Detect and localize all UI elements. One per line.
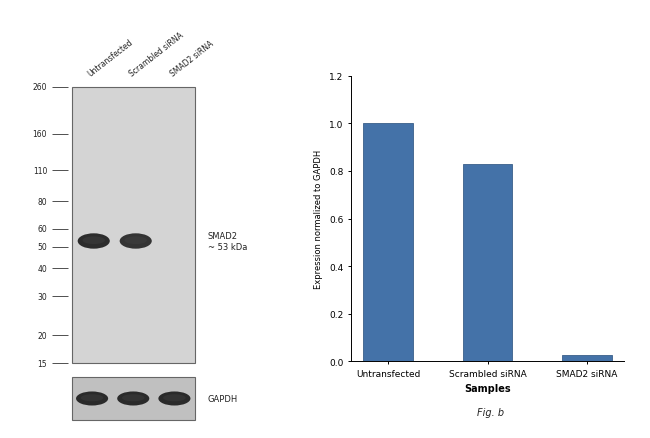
Text: SMAD2 siRNA: SMAD2 siRNA [169,40,216,79]
Text: 110: 110 [32,166,47,175]
Text: Scrambled siRNA: Scrambled siRNA [127,31,185,79]
Text: 40: 40 [38,264,47,273]
Text: Fig. b: Fig. b [477,407,504,417]
Ellipse shape [77,234,110,249]
Text: SMAD2
~ 53 kDa: SMAD2 ~ 53 kDa [208,231,248,251]
Y-axis label: Expression normalized to GAPDH: Expression normalized to GAPDH [315,149,324,289]
X-axis label: Samples: Samples [464,384,511,393]
Ellipse shape [83,237,105,244]
Text: Untransfected: Untransfected [86,38,135,79]
Ellipse shape [76,392,108,406]
Text: 260: 260 [32,83,47,92]
Bar [562,355,612,361]
Ellipse shape [163,394,186,401]
Ellipse shape [159,392,190,406]
Ellipse shape [122,394,144,401]
Ellipse shape [117,392,150,406]
Text: 20: 20 [38,331,47,340]
Text: 30: 30 [38,292,47,301]
Bar [363,124,413,361]
Ellipse shape [125,237,147,244]
Text: GAPDH: GAPDH [208,394,239,403]
Text: 60: 60 [38,225,47,234]
Text: 160: 160 [32,130,47,139]
Bar [72,377,195,420]
Bar [72,88,195,364]
Text: 50: 50 [38,243,47,251]
Text: 15: 15 [38,359,47,368]
Bar [463,164,512,361]
Ellipse shape [81,394,103,401]
Ellipse shape [120,234,152,249]
Text: 80: 80 [38,197,47,206]
